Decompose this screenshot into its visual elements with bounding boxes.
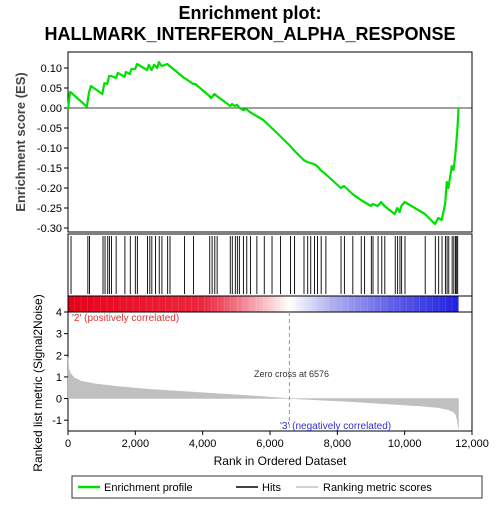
metric-y-tick-label: 3 <box>56 329 62 341</box>
x-tick-label: 4,000 <box>189 438 217 450</box>
legend-metric-label: Ranking metric scores <box>323 482 432 494</box>
legend-hits-label: Hits <box>262 482 281 494</box>
legend: Enrichment profile Hits Ranking metric s… <box>71 475 483 499</box>
es-y-tick-label: 0.05 <box>41 83 62 95</box>
x-tick-label: 8,000 <box>324 438 352 450</box>
correlation-band <box>67 295 473 313</box>
enrichment-profile-line <box>66 60 460 226</box>
metric-plot-frame <box>67 311 473 432</box>
es-y-tick-label: -0.05 <box>37 123 62 135</box>
metric-panel: 4 3 2 1 0 -1 <box>52 307 473 432</box>
zero-cross-label: Zero cross at 6576 <box>254 369 329 379</box>
chart-title-line-1: Enrichment plot: <box>179 3 322 23</box>
es-axis-label: Enrichment score (ES) <box>13 72 28 211</box>
hits-panel <box>67 233 473 297</box>
x-axis: 0 2,000 4,000 6,000 8,000 10,000 12,000 <box>65 431 489 450</box>
x-tick-label: 0 <box>65 438 71 450</box>
es-y-tick-label: -0.10 <box>37 143 62 155</box>
legend-enrichment-label: Enrichment profile <box>104 482 193 494</box>
x-tick-label: 10,000 <box>388 438 422 450</box>
negative-correlation-label: '3' (negatively correlated) <box>280 421 391 432</box>
x-tick-label: 12,000 <box>455 438 489 450</box>
es-y-tick-label: -0.15 <box>37 163 62 175</box>
correlation-band-fill <box>68 296 459 312</box>
chart-title-line-2: HALLMARK_INTERFERON_ALPHA_RESPONSE <box>44 24 455 44</box>
metric-y-tick-label: -1 <box>52 415 62 427</box>
legend-box <box>71 475 483 499</box>
es-y-tick-label: -0.20 <box>37 183 62 195</box>
positive-correlation-label: '2' (positively correlated) <box>72 313 179 324</box>
es-y-tick-label: 0.10 <box>41 63 62 75</box>
es-panel: 0.10 0.05 0.00 -0.05 -0.10 -0.15 -0.20 -0.25 -0.… <box>37 51 473 235</box>
es-y-tick-label: 0.00 <box>41 103 62 115</box>
metric-axis-label: Ranked list metric (Signal2Noise) <box>31 294 45 471</box>
hits-frame <box>67 233 473 297</box>
es-y-tick-label: -0.25 <box>37 203 62 215</box>
metric-y-tick-label: 2 <box>56 350 62 362</box>
x-tick-label: 2,000 <box>122 438 150 450</box>
metric-y-tick-label: 4 <box>56 307 62 319</box>
metric-y-tick-label: 1 <box>56 372 62 384</box>
es-y-tick-label: -0.30 <box>37 223 62 235</box>
metric-y-tick-label: 0 <box>56 394 62 406</box>
x-tick-label: 6,000 <box>256 438 284 450</box>
x-axis-label: Rank in Ordered Dataset <box>214 454 347 468</box>
